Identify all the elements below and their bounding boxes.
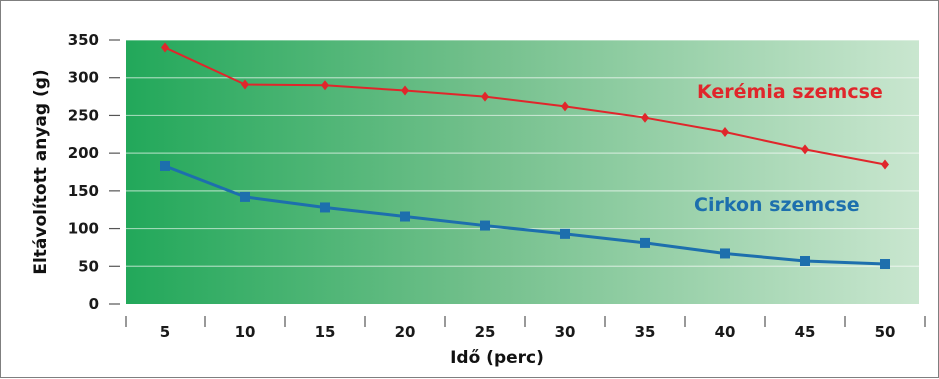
data-point-keramia — [721, 127, 729, 138]
data-point-keramia — [161, 42, 169, 53]
y-tick-label: 350 — [68, 31, 99, 49]
y-axis-title: Eltávolított anyag (g) — [31, 69, 51, 274]
series-line-keramia — [164, 46, 886, 166]
data-point-cirkon — [320, 202, 330, 213]
data-point-cirkon — [480, 220, 490, 231]
data-point-keramia — [241, 79, 249, 90]
data-point-keramia — [801, 144, 809, 155]
series-lines — [164, 46, 886, 266]
y-tick-label: 300 — [68, 69, 99, 87]
x-tick-label: 30 — [555, 323, 576, 341]
data-point-cirkon — [880, 259, 890, 270]
x-axis-ticks: 5 10 15 20 25 30 35 40 45 50 — [125, 316, 926, 341]
x-tick-label: 10 — [235, 323, 256, 341]
x-axis-title: Idő (perc) — [450, 348, 544, 368]
y-tick-label: 50 — [78, 257, 99, 275]
x-tick-label: 25 — [475, 323, 496, 341]
data-point-keramia — [401, 85, 409, 96]
y-axis-ticks: 0 50 100 150 200 250 300 350 — [68, 31, 120, 313]
series-label-keramia: Kerémia szemcse — [697, 81, 883, 103]
data-point-keramia — [641, 112, 649, 123]
y-tick-label: 200 — [68, 144, 99, 162]
x-tick-label: 50 — [875, 323, 896, 341]
x-tick-label: 45 — [795, 323, 816, 341]
x-tick-label: 35 — [635, 323, 656, 341]
data-point-cirkon — [400, 211, 410, 222]
x-tick-label: 15 — [315, 323, 336, 341]
series-markers — [160, 42, 890, 270]
data-point-cirkon — [240, 191, 250, 202]
x-tick-label: 5 — [160, 323, 170, 341]
data-point-cirkon — [800, 256, 810, 267]
series-label-cirkon: Cirkon szemcse — [694, 194, 860, 216]
data-point-keramia — [321, 80, 329, 91]
x-tick-label: 40 — [715, 323, 736, 341]
data-point-cirkon — [160, 160, 170, 171]
x-tick-label: 20 — [395, 323, 416, 341]
data-point-cirkon — [720, 248, 730, 259]
y-tick-label: 150 — [68, 182, 99, 200]
y-tick-label: 0 — [89, 295, 99, 313]
data-point-keramia — [561, 101, 569, 112]
series-line-cirkon — [164, 164, 886, 266]
y-tick-label: 250 — [68, 106, 99, 124]
data-point-cirkon — [640, 237, 650, 248]
y-tick-label: 100 — [68, 220, 99, 238]
data-point-keramia — [881, 159, 889, 170]
data-point-keramia — [481, 91, 489, 102]
data-point-cirkon — [560, 228, 570, 239]
